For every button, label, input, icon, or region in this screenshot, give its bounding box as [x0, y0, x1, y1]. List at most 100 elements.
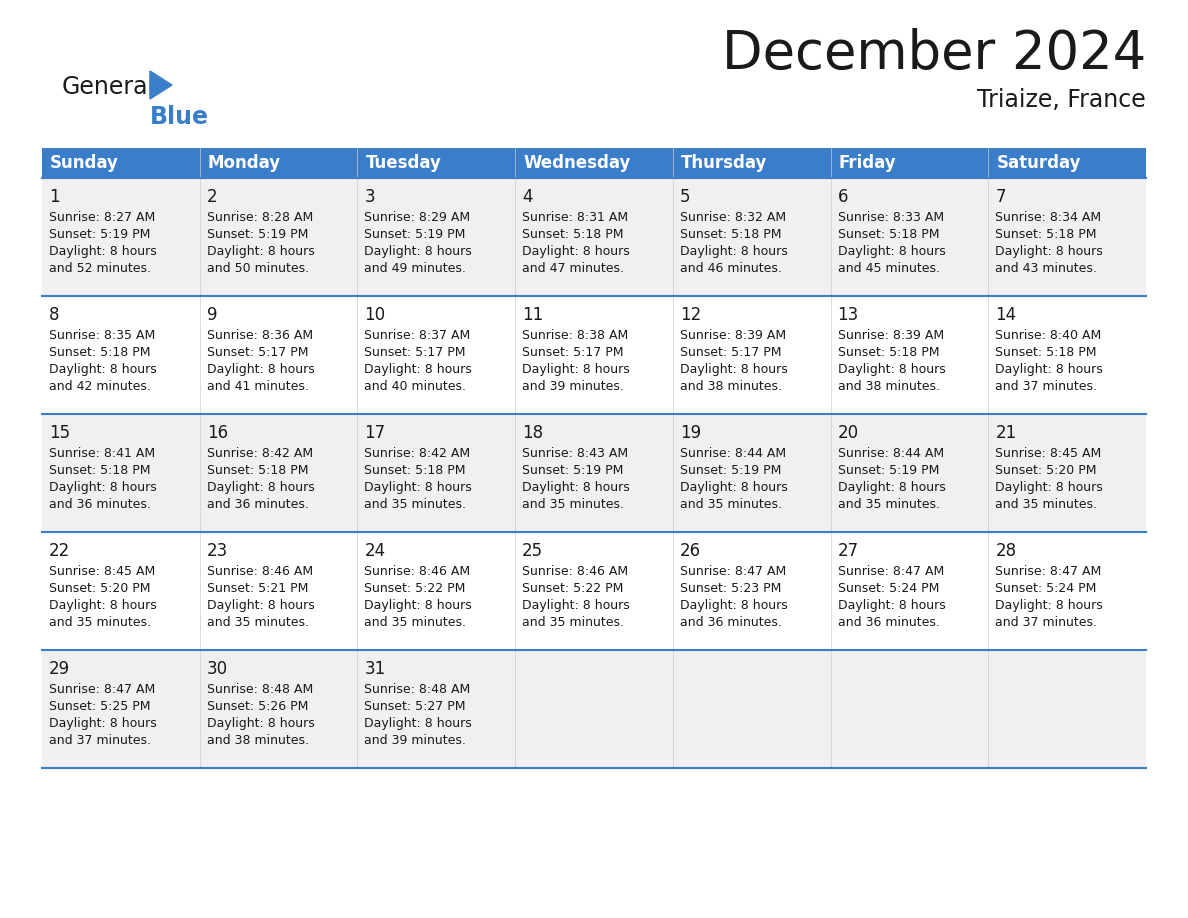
- Text: Sunset: 5:25 PM: Sunset: 5:25 PM: [49, 700, 151, 713]
- Text: Sunrise: 8:42 AM: Sunrise: 8:42 AM: [365, 447, 470, 460]
- Text: 8: 8: [49, 306, 59, 324]
- Text: Sunset: 5:21 PM: Sunset: 5:21 PM: [207, 582, 308, 595]
- Text: and 49 minutes.: and 49 minutes.: [365, 262, 467, 275]
- Text: Saturday: Saturday: [997, 154, 1081, 172]
- Text: and 35 minutes.: and 35 minutes.: [523, 498, 624, 511]
- Text: 29: 29: [49, 660, 70, 678]
- Text: Daylight: 8 hours: Daylight: 8 hours: [838, 363, 946, 376]
- Text: and 36 minutes.: and 36 minutes.: [207, 498, 309, 511]
- Text: 26: 26: [680, 542, 701, 560]
- Text: Daylight: 8 hours: Daylight: 8 hours: [680, 245, 788, 258]
- Text: Daylight: 8 hours: Daylight: 8 hours: [996, 363, 1102, 376]
- Text: and 38 minutes.: and 38 minutes.: [207, 734, 309, 747]
- Text: Daylight: 8 hours: Daylight: 8 hours: [49, 599, 157, 612]
- Bar: [358, 148, 516, 178]
- Text: and 35 minutes.: and 35 minutes.: [207, 616, 309, 629]
- Text: 27: 27: [838, 542, 859, 560]
- Text: 9: 9: [207, 306, 217, 324]
- Text: Sunrise: 8:43 AM: Sunrise: 8:43 AM: [523, 447, 628, 460]
- Text: and 35 minutes.: and 35 minutes.: [365, 498, 467, 511]
- Text: Sunrise: 8:28 AM: Sunrise: 8:28 AM: [207, 211, 312, 224]
- Text: and 37 minutes.: and 37 minutes.: [49, 734, 151, 747]
- Text: Sunrise: 8:47 AM: Sunrise: 8:47 AM: [49, 683, 156, 696]
- Text: Sunset: 5:20 PM: Sunset: 5:20 PM: [996, 464, 1097, 477]
- Bar: [200, 148, 358, 178]
- Text: Sunrise: 8:45 AM: Sunrise: 8:45 AM: [49, 565, 156, 578]
- Text: Daylight: 8 hours: Daylight: 8 hours: [838, 599, 946, 612]
- Text: Sunrise: 8:39 AM: Sunrise: 8:39 AM: [838, 329, 943, 342]
- Text: and 35 minutes.: and 35 minutes.: [838, 498, 940, 511]
- Text: Thursday: Thursday: [681, 154, 767, 172]
- Text: Sunset: 5:18 PM: Sunset: 5:18 PM: [838, 346, 939, 359]
- Text: 16: 16: [207, 424, 228, 442]
- Text: Sunset: 5:18 PM: Sunset: 5:18 PM: [49, 464, 151, 477]
- Text: Daylight: 8 hours: Daylight: 8 hours: [996, 599, 1102, 612]
- Text: and 41 minutes.: and 41 minutes.: [207, 380, 309, 393]
- Text: Sunrise: 8:48 AM: Sunrise: 8:48 AM: [365, 683, 470, 696]
- Text: Daylight: 8 hours: Daylight: 8 hours: [49, 481, 157, 494]
- Text: and 46 minutes.: and 46 minutes.: [680, 262, 782, 275]
- Text: 23: 23: [207, 542, 228, 560]
- Text: Friday: Friday: [839, 154, 896, 172]
- Text: Sunset: 5:19 PM: Sunset: 5:19 PM: [523, 464, 624, 477]
- Text: Daylight: 8 hours: Daylight: 8 hours: [207, 599, 315, 612]
- Text: Sunrise: 8:27 AM: Sunrise: 8:27 AM: [49, 211, 156, 224]
- Text: 4: 4: [523, 188, 532, 206]
- Text: Sunset: 5:24 PM: Sunset: 5:24 PM: [838, 582, 939, 595]
- Text: Daylight: 8 hours: Daylight: 8 hours: [838, 481, 946, 494]
- Text: Sunset: 5:22 PM: Sunset: 5:22 PM: [523, 582, 624, 595]
- Text: Sunset: 5:17 PM: Sunset: 5:17 PM: [523, 346, 624, 359]
- Text: and 35 minutes.: and 35 minutes.: [49, 616, 151, 629]
- Text: Sunset: 5:18 PM: Sunset: 5:18 PM: [996, 346, 1097, 359]
- Text: Sunrise: 8:35 AM: Sunrise: 8:35 AM: [49, 329, 156, 342]
- Polygon shape: [150, 71, 172, 99]
- Text: Daylight: 8 hours: Daylight: 8 hours: [365, 363, 472, 376]
- Text: and 38 minutes.: and 38 minutes.: [838, 380, 940, 393]
- Text: 3: 3: [365, 188, 375, 206]
- Text: and 45 minutes.: and 45 minutes.: [838, 262, 940, 275]
- Text: 6: 6: [838, 188, 848, 206]
- Text: and 39 minutes.: and 39 minutes.: [523, 380, 624, 393]
- Text: Sunrise: 8:29 AM: Sunrise: 8:29 AM: [365, 211, 470, 224]
- Text: Daylight: 8 hours: Daylight: 8 hours: [49, 717, 157, 730]
- Text: Daylight: 8 hours: Daylight: 8 hours: [207, 245, 315, 258]
- Text: Sunset: 5:18 PM: Sunset: 5:18 PM: [49, 346, 151, 359]
- Text: and 38 minutes.: and 38 minutes.: [680, 380, 782, 393]
- Text: Sunrise: 8:48 AM: Sunrise: 8:48 AM: [207, 683, 312, 696]
- Text: Sunset: 5:18 PM: Sunset: 5:18 PM: [996, 228, 1097, 241]
- Bar: [42, 296, 1146, 414]
- Text: and 35 minutes.: and 35 minutes.: [680, 498, 782, 511]
- Text: Sunset: 5:19 PM: Sunset: 5:19 PM: [838, 464, 939, 477]
- Text: Sunrise: 8:33 AM: Sunrise: 8:33 AM: [838, 211, 943, 224]
- Text: Sunday: Sunday: [50, 154, 119, 172]
- Bar: [42, 178, 1146, 296]
- Bar: [988, 148, 1146, 178]
- Text: Sunset: 5:27 PM: Sunset: 5:27 PM: [365, 700, 466, 713]
- Text: Sunrise: 8:45 AM: Sunrise: 8:45 AM: [996, 447, 1101, 460]
- Text: Sunset: 5:17 PM: Sunset: 5:17 PM: [365, 346, 466, 359]
- Text: and 35 minutes.: and 35 minutes.: [996, 498, 1098, 511]
- Text: Blue: Blue: [150, 105, 209, 129]
- Text: Sunrise: 8:39 AM: Sunrise: 8:39 AM: [680, 329, 786, 342]
- Text: Sunset: 5:20 PM: Sunset: 5:20 PM: [49, 582, 151, 595]
- Text: Sunrise: 8:46 AM: Sunrise: 8:46 AM: [207, 565, 312, 578]
- Text: Sunrise: 8:32 AM: Sunrise: 8:32 AM: [680, 211, 786, 224]
- Text: and 43 minutes.: and 43 minutes.: [996, 262, 1098, 275]
- Text: Daylight: 8 hours: Daylight: 8 hours: [680, 363, 788, 376]
- Bar: [42, 414, 1146, 532]
- Text: 15: 15: [49, 424, 70, 442]
- Text: Daylight: 8 hours: Daylight: 8 hours: [523, 363, 630, 376]
- Text: 22: 22: [49, 542, 70, 560]
- Text: and 36 minutes.: and 36 minutes.: [49, 498, 151, 511]
- Text: Sunrise: 8:46 AM: Sunrise: 8:46 AM: [523, 565, 628, 578]
- Text: Sunrise: 8:38 AM: Sunrise: 8:38 AM: [523, 329, 628, 342]
- Text: Daylight: 8 hours: Daylight: 8 hours: [365, 717, 472, 730]
- Text: Sunset: 5:24 PM: Sunset: 5:24 PM: [996, 582, 1097, 595]
- Text: Sunrise: 8:46 AM: Sunrise: 8:46 AM: [365, 565, 470, 578]
- Text: Daylight: 8 hours: Daylight: 8 hours: [838, 245, 946, 258]
- Text: Sunset: 5:19 PM: Sunset: 5:19 PM: [680, 464, 782, 477]
- Text: Sunset: 5:26 PM: Sunset: 5:26 PM: [207, 700, 308, 713]
- Bar: [42, 650, 1146, 768]
- Text: Sunset: 5:17 PM: Sunset: 5:17 PM: [680, 346, 782, 359]
- Text: Sunset: 5:18 PM: Sunset: 5:18 PM: [523, 228, 624, 241]
